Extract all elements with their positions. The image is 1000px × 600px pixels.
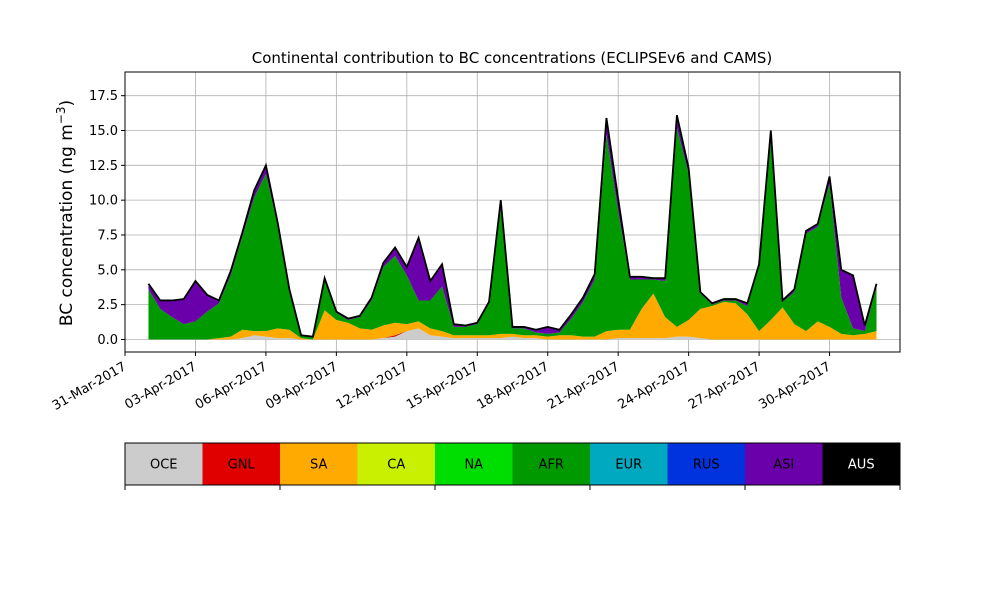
area-sa — [148, 293, 877, 340]
y-tick-label: 17.5 — [89, 89, 118, 104]
y-tick-label: 5.0 — [97, 263, 118, 278]
area-afr — [148, 127, 877, 340]
y-axis-label-main: BC concentration (ng m — [57, 124, 77, 326]
legend-label-gnl: GNL — [228, 458, 256, 473]
x-tick-label: 30-Apr-2017 — [756, 359, 833, 412]
area-oce — [148, 328, 877, 340]
x-axis-ticks: 31-Mar-201703-Apr-201706-Apr-201709-Apr-… — [50, 352, 834, 414]
legend-label-ca: CA — [387, 458, 405, 473]
y-tick-label: 12.5 — [89, 159, 118, 174]
legend-swatch-gnl — [202, 443, 281, 485]
y-tick-label: 2.5 — [97, 298, 118, 313]
legend-label-rus: RUS — [693, 458, 720, 473]
y-axis-label: BC concentration (ng m−3) — [54, 100, 77, 326]
y-tick-label: 15.0 — [89, 124, 118, 139]
x-tick-label: 27-Apr-2017 — [686, 359, 763, 412]
x-tick-label: 18-Apr-2017 — [475, 359, 552, 412]
legend-swatch-eur — [590, 443, 668, 485]
x-tick-label: 09-Apr-2017 — [263, 359, 340, 412]
total-line-layer — [147, 114, 878, 338]
total-line — [147, 114, 878, 338]
x-tick-label: 03-Apr-2017 — [122, 359, 199, 412]
y-axis-label-close: ) — [57, 100, 77, 107]
legend-label-oce: OCE — [150, 458, 178, 473]
stacked-areas — [148, 115, 877, 340]
chart-title: Continental contribution to BC concentra… — [252, 49, 773, 67]
legend-swatch-asi — [745, 443, 823, 485]
legend-colorbar: OCE GNL SA CA NA AFR EUR RUS ASI AUS — [124, 442, 901, 490]
x-tick-label: 15-Apr-2017 — [404, 359, 481, 412]
y-axis-label-superscript: −3 — [54, 106, 68, 124]
legend-swatch-ca — [357, 443, 436, 485]
plot-frame — [124, 71, 901, 353]
x-tick-label: 24-Apr-2017 — [616, 359, 693, 412]
legend-label-asi: ASI — [773, 458, 794, 473]
legend-label-eur: EUR — [615, 458, 642, 473]
legend-label-na: NA — [464, 458, 483, 473]
legend-swatch-na — [435, 443, 513, 485]
legend-swatch-aus — [822, 443, 901, 485]
legend-label-sa: SA — [310, 458, 327, 473]
plot-area: 0.0 2.5 5.0 7.5 10.0 12.5 15.0 17.5 31-Mar-2017… — [50, 71, 901, 414]
x-tick-label: 12-Apr-2017 — [334, 359, 411, 412]
legend-label-aus: AUS — [848, 458, 875, 473]
legend-swatch-rus — [667, 443, 746, 485]
y-tick-label: 10.0 — [89, 194, 118, 209]
grid-lines — [124, 72, 900, 352]
x-tick-label: 21-Apr-2017 — [545, 359, 622, 412]
y-tick-label: 0.0 — [97, 333, 118, 348]
x-tick-label: 31-Mar-2017 — [50, 359, 129, 413]
legend-swatch-sa — [280, 443, 358, 485]
legend-frame — [124, 442, 901, 486]
y-axis-ticks: 0.0 2.5 5.0 7.5 10.0 12.5 15.0 17.5 — [89, 89, 125, 348]
legend-label-afr: AFR — [539, 458, 564, 473]
legend-swatch-oce — [125, 443, 203, 485]
legend-swatch-afr — [512, 443, 591, 485]
y-tick-label: 7.5 — [97, 228, 118, 243]
x-tick-label: 06-Apr-2017 — [193, 359, 270, 412]
